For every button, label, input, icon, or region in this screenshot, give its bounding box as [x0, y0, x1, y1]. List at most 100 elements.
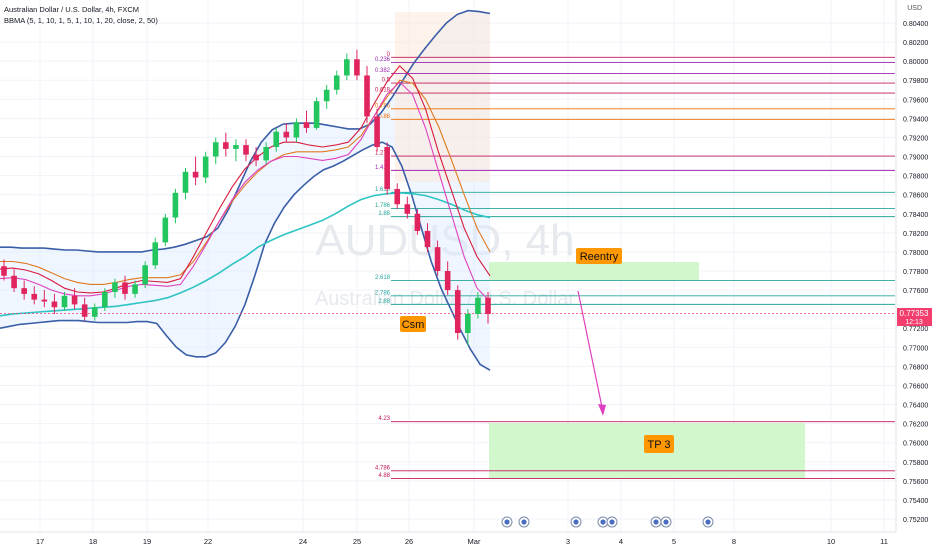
svg-text:Csm: Csm [402, 319, 425, 331]
fib-level-label: 0.786 [375, 103, 391, 109]
time-tick-label: 8 [732, 537, 736, 546]
time-tick-label: 22 [204, 537, 212, 546]
candle-body [91, 307, 98, 317]
reentry-label: Reentry [576, 248, 622, 264]
candle-body [273, 131, 280, 147]
bollinger-band-fill [0, 10, 490, 371]
watermark-ticker: AUDUSD, 4h [315, 216, 574, 265]
candle-body [354, 59, 360, 76]
bollinger-upper-line [0, 9, 491, 253]
time-tick-label: 24 [299, 537, 307, 546]
bb-shade-right [395, 12, 490, 182]
candle-body [465, 313, 471, 333]
candle-body [374, 116, 380, 147]
candle-body [1, 266, 7, 276]
candles [1, 49, 491, 346]
fib-level-label: 0.88 [378, 114, 390, 120]
price-tick-label: 0.79800 [903, 78, 928, 85]
fib-level-label: 1.88 [378, 211, 390, 217]
price-tick-label: 0.77800 [903, 269, 928, 276]
time-tick-label: 26 [405, 537, 413, 546]
time-tick-label: 19 [143, 537, 151, 546]
candle-body [454, 290, 461, 333]
fib-level-label: 2.88 [378, 299, 390, 305]
price-tick-label: 0.76200 [903, 422, 928, 429]
candle-body [202, 156, 209, 178]
svg-text:TP 3: TP 3 [647, 439, 670, 451]
candle-body [132, 284, 138, 294]
candle-body [162, 217, 169, 243]
event-icons[interactable] [501, 516, 714, 528]
projection-arrow [577, 290, 606, 416]
fib-level-label: 2.618 [375, 275, 391, 281]
fib-level-label: 0.236 [375, 57, 391, 63]
candle-body [233, 145, 239, 149]
price-tick-label: 0.78200 [903, 231, 928, 238]
candle-body [404, 204, 411, 214]
candle-body [384, 147, 390, 189]
candle-body [283, 131, 290, 138]
price-tick-label: 0.76600 [903, 383, 928, 390]
last-price-value: 0.77353 [900, 309, 929, 318]
candle-body [444, 271, 451, 291]
last-price-countdown: 12:13 [905, 319, 923, 326]
time-tick-label: 5 [672, 537, 676, 546]
fib-level-label: 2.786 [375, 290, 391, 296]
candle-body [81, 304, 88, 317]
flag-icon-dot [609, 519, 615, 525]
price-tick-label: 0.80200 [903, 40, 928, 47]
candle-body [485, 297, 491, 314]
flag-icon-dot [705, 519, 711, 525]
price-axis[interactable]: 0.80400 0.80200 0.80000 0.79800 0.79600 0.794… [895, 0, 928, 532]
candle-body [424, 230, 431, 248]
candle-body [394, 188, 401, 205]
fib-level-label: 1.414 [375, 165, 391, 171]
candle-body [333, 75, 340, 90]
candle-body [122, 282, 128, 294]
candle-body [152, 242, 159, 266]
csm-label: Csm [400, 316, 426, 332]
fib-level-label: 1.786 [375, 203, 391, 209]
price-tick-label: 0.75800 [903, 460, 928, 467]
fib-level-label: 0.618 [375, 88, 391, 94]
candle-body [31, 293, 38, 300]
price-tick-label: 0.76800 [903, 364, 928, 371]
candle-body [303, 122, 310, 128]
candle-body [102, 291, 108, 308]
candle-body [434, 247, 441, 271]
time-tick-label: 10 [827, 537, 835, 546]
flag-icon-dot [573, 519, 579, 525]
candle-body [182, 171, 189, 193]
flag-icon-dot [653, 519, 659, 525]
reentry-zone [489, 262, 699, 280]
price-tick-label: 0.80000 [903, 59, 928, 66]
time-tick-label: 4 [619, 537, 623, 546]
last-price-tag: 0.77353 12:13 [897, 308, 932, 326]
flag-icon-dot [663, 519, 669, 525]
price-tick-label: 0.77200 [903, 326, 928, 333]
chart-header: Australian Dollar / U.S. Dollar, 4h, FXC… [4, 5, 922, 25]
candle-body [223, 142, 229, 149]
candle-body [41, 299, 48, 302]
price-tick-label: 0.75400 [903, 498, 928, 505]
price-tick-label: 0.79600 [903, 97, 928, 104]
candle-body [323, 89, 330, 102]
tp3-label: TP 3 [644, 435, 674, 453]
time-tick-label: Mar [468, 537, 481, 546]
flag-icon-dot [521, 519, 527, 525]
candle-body [313, 101, 320, 128]
candle-body [253, 154, 259, 161]
price-tick-label: 0.75600 [903, 479, 928, 486]
candle-body [192, 171, 199, 178]
candle-body [344, 59, 350, 76]
price-tick-label: 0.79400 [903, 116, 928, 123]
price-tick-label: 0.78800 [903, 174, 928, 181]
time-tick-label: 11 [880, 537, 888, 546]
time-axis[interactable]: 17 18 19 22 24 25 26 Mar 3 4 5 8 10 11 [0, 531, 896, 546]
candle-body [243, 145, 249, 155]
price-tick-label: 0.79200 [903, 135, 928, 142]
bollinger-lower-line [0, 141, 491, 371]
candle-body [263, 147, 269, 161]
fib-level-label: 1.272 [375, 151, 391, 157]
